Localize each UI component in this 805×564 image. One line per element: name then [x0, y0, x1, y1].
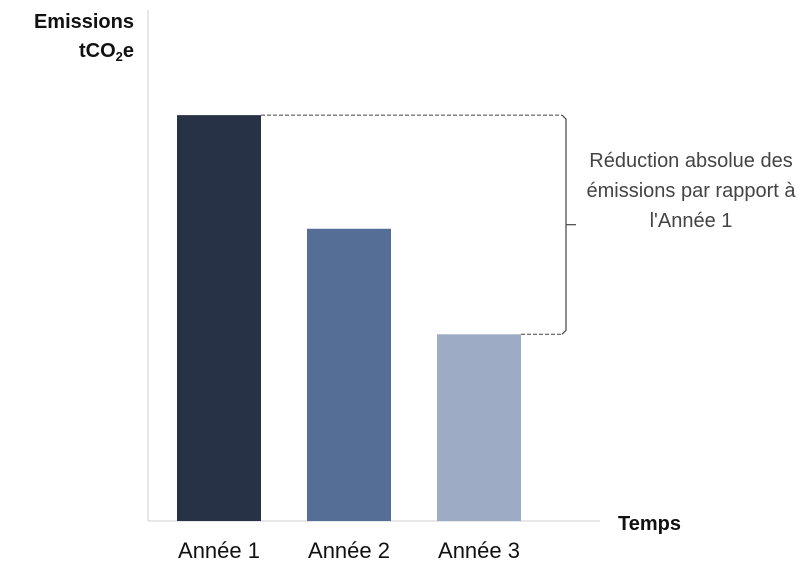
y-axis-label-line2: tCO2e	[10, 37, 134, 71]
y-axis-unit-prefix: tCO	[78, 40, 116, 62]
y-axis-unit-subscript: 2	[115, 49, 123, 64]
reduction-bracket	[561, 114, 567, 335]
reduction-annotation: Réduction absolue des émissions par rapp…	[586, 150, 796, 232]
bar-1	[177, 115, 261, 521]
x-tick-label-3: Année 3	[438, 538, 520, 563]
y-axis-label: Emissions tCO2e	[10, 8, 134, 71]
bar-3	[437, 334, 521, 521]
bar-2	[307, 228, 391, 521]
y-axis-label-line1: Emissions	[33, 11, 134, 33]
x-tick-label-1: Année 1	[178, 538, 260, 563]
x-axis-label: Temps	[618, 513, 681, 535]
x-tick-label-2: Année 2	[308, 538, 390, 563]
y-axis-unit-suffix: e	[122, 40, 134, 62]
